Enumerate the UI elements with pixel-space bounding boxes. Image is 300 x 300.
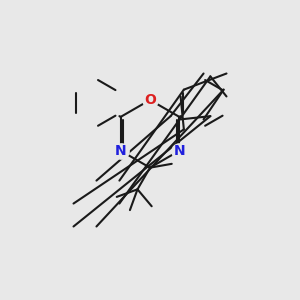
Text: N: N bbox=[173, 144, 185, 158]
Text: N: N bbox=[115, 144, 127, 158]
Text: O: O bbox=[144, 93, 156, 107]
